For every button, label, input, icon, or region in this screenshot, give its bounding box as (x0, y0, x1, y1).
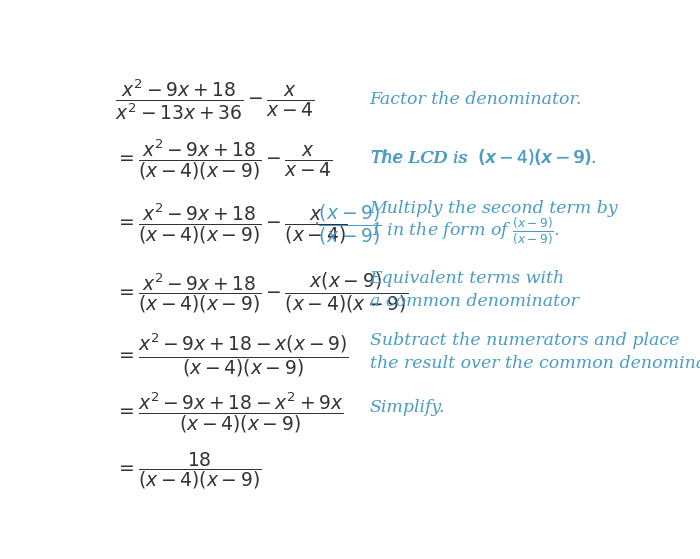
Text: Multiply the second term by: Multiply the second term by (370, 200, 618, 217)
Text: the result over the common denominator.: the result over the common denominator. (370, 355, 700, 372)
Text: 1 in the form of $\frac{(x-9)}{(x-9)}$.: 1 in the form of $\frac{(x-9)}{(x-9)}$. (370, 216, 559, 247)
Text: $= \dfrac{x^2-9x+18}{(x-4)(x-9)} - \dfrac{x}{(x-4)}$: $= \dfrac{x^2-9x+18}{(x-4)(x-9)} - \dfra… (115, 202, 347, 247)
Text: The LCD is  $(x-4)(x-9)$.: The LCD is $(x-4)(x-9)$. (370, 148, 596, 168)
Text: $\cdot\dfrac{(x-9)}{(x-9)}$: $\cdot\dfrac{(x-9)}{(x-9)}$ (313, 202, 382, 247)
Text: Equivalent terms with: Equivalent terms with (370, 270, 565, 287)
Text: $= \dfrac{x^2-9x+18-x^2+9x}{(x-4)(x-9)}$: $= \dfrac{x^2-9x+18-x^2+9x}{(x-4)(x-9)}$ (115, 391, 344, 435)
Text: Simplify.: Simplify. (370, 399, 445, 416)
Text: $\dfrac{x^2-9x+18}{x^2-13x+36} - \dfrac{x}{x-4}$: $\dfrac{x^2-9x+18}{x^2-13x+36} - \dfrac{… (115, 77, 314, 122)
Text: $= \dfrac{x^2-9x+18}{(x-4)(x-9)} - \dfrac{x(x-9)}{(x-4)(x-9)}$: $= \dfrac{x^2-9x+18}{(x-4)(x-9)} - \dfra… (115, 270, 407, 315)
Text: $= \dfrac{x^2-9x+18}{(x-4)(x-9)} - \dfrac{x}{x-4}$: $= \dfrac{x^2-9x+18}{(x-4)(x-9)} - \dfra… (115, 138, 332, 182)
Text: $= \dfrac{x^2-9x+18-x(x-9)}{(x-4)(x-9)}$: $= \dfrac{x^2-9x+18-x(x-9)}{(x-4)(x-9)}$ (115, 332, 348, 379)
Text: a common denominator: a common denominator (370, 293, 578, 310)
Text: $\mathit{The}$ LCD is  $(x-4)(x-9)$.: $\mathit{The}$ LCD is $(x-4)(x-9)$. (370, 148, 596, 168)
Text: $= \dfrac{18}{(x-4)(x-9)}$: $= \dfrac{18}{(x-4)(x-9)}$ (115, 451, 261, 491)
Text: Factor the denominator.: Factor the denominator. (370, 91, 582, 108)
Text: Subtract the numerators and place: Subtract the numerators and place (370, 332, 679, 349)
